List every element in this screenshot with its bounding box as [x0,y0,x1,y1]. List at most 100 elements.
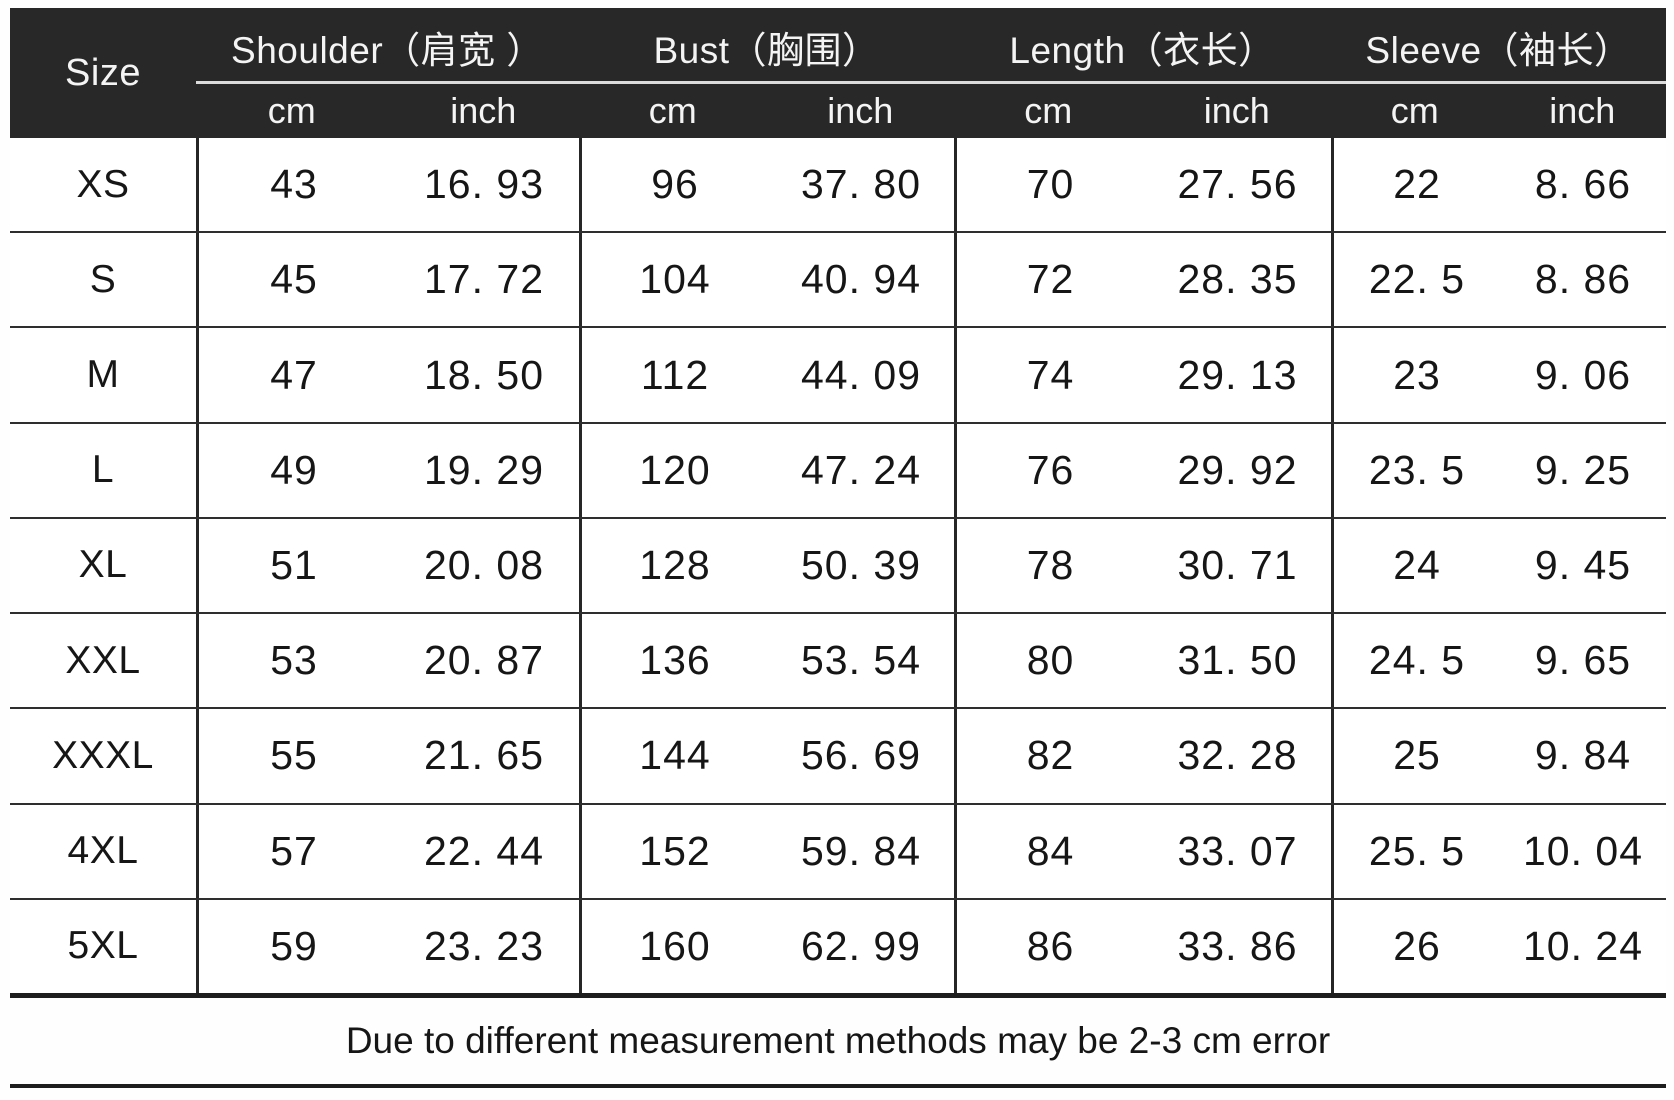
sleeve-inch-value-cell: 9. 65 [1534,637,1632,684]
shoulder-group-cells: 53 20. 87 [196,614,579,708]
sleeve-cm-value-cell: 25. 5 [1368,827,1466,874]
sleeve-group-cells: 26 10. 24 [1331,899,1666,993]
sleeve-inch-value-cell: 10. 04 [1523,827,1643,874]
bust-cm-value-cell: 136 [639,637,711,684]
size-cell: XL [78,543,128,587]
length-units: cm inch [954,84,1331,138]
sleeve-inch-value-cell: 9. 25 [1534,446,1632,493]
sleeve-units: cm inch [1331,84,1666,138]
shoulder-inch-value-cell: 23. 23 [424,922,544,969]
bust-cm-value-cell: 120 [639,446,711,493]
sleeve-cm-value-cell: 23 [1393,351,1441,398]
length-cm-value-cell: 74 [1026,351,1075,398]
sleeve-inch-value-cell: 9. 06 [1534,351,1632,398]
length-inch-value-cell: 32. 28 [1177,732,1298,779]
bust-cm-header: cm [648,90,697,131]
table-row: 5XL 59 23. 23 160 62. 99 86 33. 86 26 10… [10,897,1666,993]
bust-inch-value-cell: 50. 39 [801,541,921,588]
sleeve-group-cells: 22. 5 8. 86 [1331,233,1666,327]
shoulder-cm-value-cell: 47 [270,351,318,398]
sleeve-inch-value-cell: 10. 24 [1523,922,1643,969]
bust-cm-value-cell: 104 [639,256,711,303]
length-group-cells: 76 29. 92 [954,423,1331,517]
table-row: S 45 17. 72 104 40. 94 72 28. 35 22. 5 8… [10,231,1666,327]
bust-units: cm inch [579,84,954,138]
shoulder-group-cells: 45 17. 72 [196,233,579,327]
size-column-header: Size [65,51,141,94]
sleeve-cm-value-cell: 22 [1393,161,1441,208]
shoulder-group-cells: 51 20. 08 [196,518,579,613]
length-group-cells: 86 33. 86 [954,899,1331,993]
sleeve-inch-value-cell: 8. 66 [1534,161,1632,208]
bust-inch-value-cell: 37. 80 [801,161,921,208]
shoulder-cm-value-cell: 59 [270,922,318,969]
table-body: XS 43 16. 93 96 37. 80 70 27. 56 22 8. 6… [10,138,1666,998]
sleeve-group-cells: 24 9. 45 [1331,518,1666,613]
shoulder-cm-header: cm [267,90,316,131]
group-label-row: Shoulder（肩宽 ） Bust（胸围） Length（衣长） Sleeve… [196,8,1666,81]
bust-inch-value-cell: 40. 94 [801,256,921,303]
table-row: 4XL 57 22. 44 152 59. 84 84 33. 07 25. 5… [10,802,1666,898]
length-cm-header: cm [1024,90,1073,131]
sleeve-cm-value-cell: 25 [1393,732,1441,779]
bust-cm-value-cell: 128 [639,541,711,588]
bust-cm-value-cell: 160 [639,922,711,969]
length-cm-value-cell: 84 [1026,827,1075,874]
sleeve-cm-value-cell: 26 [1393,922,1441,969]
bust-group-cells: 104 40. 94 [579,233,954,327]
length-group-cells: 80 31. 50 [954,614,1331,708]
bust-group-cells: 128 50. 39 [579,518,954,613]
bust-group-cells: 120 47. 24 [579,423,954,517]
shoulder-group-cells: 49 19. 29 [196,423,579,517]
shoulder-cm-value-cell: 43 [270,161,318,208]
size-cell: L [91,448,115,492]
bust-group-cells: 152 59. 84 [579,804,954,898]
header-underline [196,81,1666,84]
size-cell: S [89,257,117,301]
shoulder-group-cells: 59 23. 23 [196,899,579,993]
shoulder-group-cells: 47 18. 50 [196,328,579,422]
shoulder-inch-value-cell: 21. 65 [424,732,544,779]
size-cell: 5XL [67,924,139,968]
size-cell: XS [76,162,130,206]
shoulder-inch-value-cell: 19. 29 [424,446,544,493]
length-cm-value-cell: 76 [1026,446,1075,493]
group-label-length: Length（衣长） [1009,29,1276,71]
bust-cm-value-cell: 96 [651,161,699,208]
length-group-cells: 74 29. 13 [954,328,1331,422]
shoulder-inch-value-cell: 22. 44 [424,827,544,874]
shoulder-inch-header: inch [450,90,517,131]
sleeve-group-cells: 25 9. 84 [1331,709,1666,803]
sleeve-group-cells: 25. 5 10. 04 [1331,804,1666,898]
bust-inch-value-cell: 47. 24 [801,446,921,493]
sleeve-cm-value-cell: 24. 5 [1368,637,1466,684]
bust-group-cells: 144 56. 69 [579,709,954,803]
length-inch-value-cell: 28. 35 [1177,256,1298,303]
bust-group-cells: 112 44. 09 [579,328,954,422]
length-inch-value-cell: 31. 50 [1177,637,1298,684]
group-label-bust: Bust（胸围） [653,29,880,71]
shoulder-inch-value-cell: 18. 50 [424,351,544,398]
length-inch-value-cell: 33. 07 [1177,827,1298,874]
bust-inch-value-cell: 59. 84 [801,827,921,874]
length-cm-value-cell: 80 [1026,637,1075,684]
bust-cm-value-cell: 112 [640,351,710,398]
length-cm-value-cell: 78 [1026,541,1075,588]
length-inch-value-cell: 33. 86 [1177,922,1298,969]
shoulder-units: cm inch [196,84,579,138]
bust-inch-value-cell: 62. 99 [801,922,921,969]
sleeve-cm-value-cell: 23. 5 [1368,446,1466,493]
sleeve-inch-value-cell: 9. 84 [1534,732,1632,779]
size-cell: XXXL [52,733,154,777]
shoulder-cm-value-cell: 49 [270,446,318,493]
shoulder-group-cells: 43 16. 93 [196,138,579,232]
sleeve-cm-value-cell: 22. 5 [1368,256,1466,303]
length-inch-value-cell: 27. 56 [1177,161,1298,208]
sleeve-group-cells: 23 9. 06 [1331,328,1666,422]
shoulder-group-cells: 57 22. 44 [196,804,579,898]
length-inch-header: inch [1203,90,1270,131]
shoulder-inch-value-cell: 20. 87 [424,637,544,684]
sleeve-inch-value-cell: 9. 45 [1534,541,1632,588]
group-label-shoulder: Shoulder（肩宽 ） [231,29,544,71]
